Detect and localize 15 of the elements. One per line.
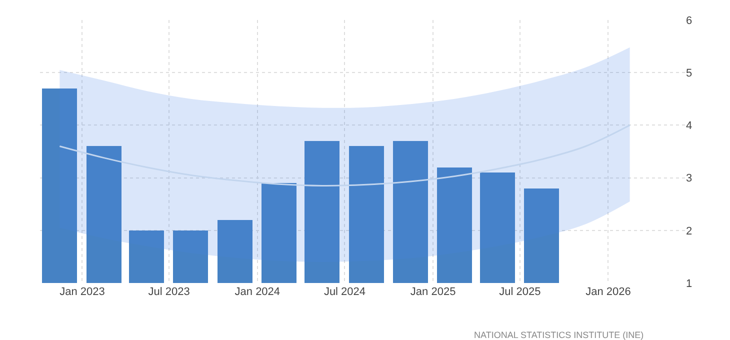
y-tick-label: 2 bbox=[686, 225, 692, 238]
y-tick-label: 6 bbox=[686, 14, 692, 27]
x-tick-label: Jan 2025 bbox=[410, 286, 456, 298]
y-tick-label: 5 bbox=[686, 67, 692, 80]
x-tick-label: Jul 2025 bbox=[499, 286, 541, 298]
y-tick-label: 3 bbox=[686, 172, 692, 185]
x-tick-label: Jul 2024 bbox=[324, 286, 366, 298]
y-tick-label: 4 bbox=[686, 120, 692, 132]
y-tick-label: 1 bbox=[686, 278, 692, 290]
x-tick-label: Jan 2026 bbox=[586, 286, 631, 298]
line-series bbox=[58, 124, 631, 186]
x-tick-label: Jan 2024 bbox=[234, 286, 280, 298]
x-tick-label: Jul 2023 bbox=[148, 286, 190, 298]
x-tick-label: Jan 2023 bbox=[60, 286, 105, 298]
text: NATIONAL STATISTICS INSTITUTE (INE) bbox=[474, 330, 644, 340]
